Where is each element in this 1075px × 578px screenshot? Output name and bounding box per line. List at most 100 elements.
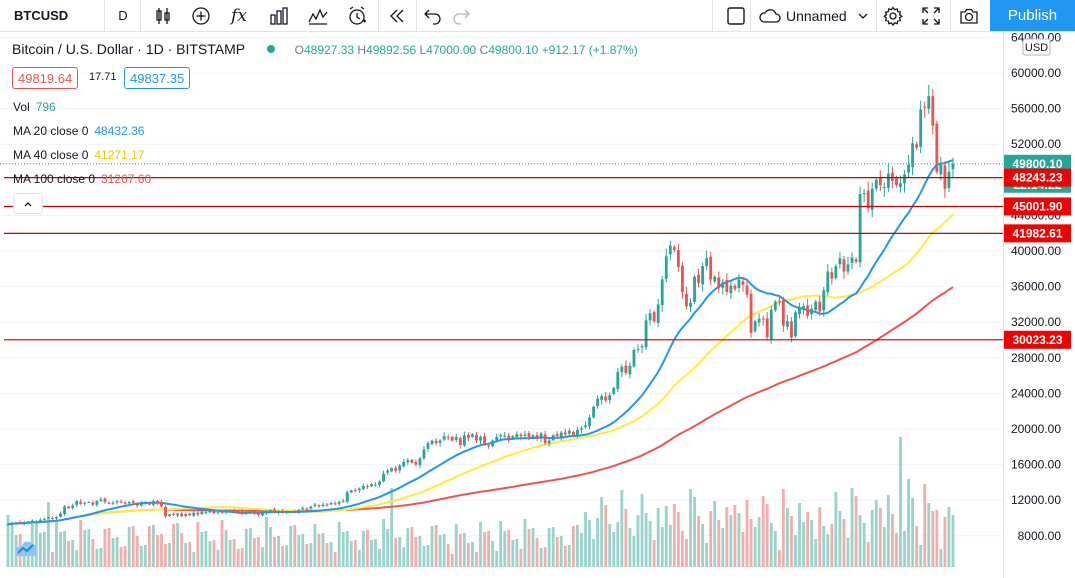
volume-legend[interactable]: Vol 796 (13, 100, 56, 114)
undo-button[interactable] (416, 0, 450, 31)
candle-body (277, 510, 280, 513)
currency-label: USD (1025, 42, 1048, 54)
volume-bar (850, 488, 854, 567)
candle-body (640, 346, 644, 348)
candle-body (244, 512, 248, 514)
candle-body (269, 509, 272, 512)
candle-body (555, 434, 559, 437)
volume-bar (814, 539, 818, 567)
candle-body (131, 501, 135, 503)
alert-button[interactable] (340, 0, 374, 31)
toolbar-divider (104, 0, 105, 31)
volume-bar (402, 547, 406, 567)
candle-body (281, 510, 285, 513)
volume-bar (511, 540, 515, 567)
compare-button[interactable] (262, 0, 296, 31)
candle-body (939, 164, 943, 175)
candle-body (499, 435, 503, 437)
volume-bar (798, 503, 801, 567)
sell-price-button[interactable]: 49819.64 (12, 67, 79, 89)
volume-bar (519, 549, 523, 567)
collapse-legend-button[interactable] (13, 193, 43, 214)
interval-button[interactable]: D (118, 8, 128, 23)
candle-body (487, 445, 490, 447)
candle-body (559, 432, 563, 437)
candle-body (846, 264, 850, 272)
volume-bar (689, 489, 692, 567)
volume-bar (63, 531, 66, 567)
chart-type-button[interactable] (146, 0, 180, 31)
candle-body (382, 473, 385, 482)
volume-bar (826, 534, 830, 567)
currency-box[interactable] (1022, 38, 1051, 56)
volume-bar (919, 545, 923, 567)
tradingview-logo-icon[interactable] (12, 537, 40, 559)
volume-bar (430, 526, 434, 567)
layout-button[interactable] (724, 0, 748, 31)
fx-button[interactable]: fx (222, 0, 256, 31)
candle-body (612, 388, 616, 394)
volume-bar (620, 490, 624, 567)
candle-body (899, 183, 902, 187)
price-tick-label: 32000.00 (1011, 315, 1061, 329)
candle-body (212, 510, 216, 514)
redo-button[interactable] (444, 0, 478, 31)
ma100-legend[interactable]: MA 100 close 0 31267.60 (13, 172, 152, 186)
candle-body (75, 501, 79, 505)
volume-bar (903, 531, 906, 567)
candle-body (192, 512, 196, 516)
volume-bar (67, 541, 71, 567)
candle-body (571, 431, 575, 436)
candle-body (596, 398, 600, 406)
volume-bar (802, 522, 805, 567)
ma40-legend[interactable]: MA 40 close 0 41271.17 (13, 148, 145, 162)
ma20-legend[interactable]: MA 20 close 0 48432.36 (13, 124, 145, 138)
fullscreen-button[interactable] (914, 0, 948, 31)
candle-body (252, 511, 256, 514)
volume-bar (640, 494, 644, 567)
volume-bar (406, 528, 410, 567)
replay-button[interactable] (380, 0, 414, 31)
candle-body (882, 186, 886, 188)
candle-body (168, 514, 171, 517)
candle-body (551, 435, 555, 441)
candle-body (636, 348, 640, 350)
candle-body (834, 266, 838, 278)
candle-body (890, 172, 894, 181)
candle-body (681, 265, 684, 292)
candle-body (6, 524, 10, 526)
volume-bar (725, 507, 729, 567)
publish-button[interactable]: Publish (990, 0, 1075, 31)
settings-button[interactable] (876, 0, 910, 31)
candle-body (329, 502, 333, 505)
volume-bar (55, 522, 58, 567)
snapshot-button[interactable] (952, 0, 986, 31)
volume-bar (588, 520, 591, 567)
candle-body (115, 501, 119, 503)
buy-price-button[interactable]: 49837.35 (124, 67, 191, 89)
volume-bar (103, 529, 107, 567)
candle-body (240, 511, 244, 514)
price-tick-label: 28000.00 (1011, 351, 1061, 365)
candle-body (911, 143, 915, 168)
candle-body (386, 470, 390, 473)
candle-body (103, 498, 107, 502)
volume-bar (652, 540, 656, 567)
volume-bar (656, 508, 660, 567)
indicators-button[interactable] (184, 0, 218, 31)
candle-body (794, 312, 797, 337)
volume-bar (434, 525, 438, 567)
price-chart[interactable]: 64000.0060000.0056000.0052000.0048000.00… (0, 32, 1075, 578)
symbol-search-button[interactable]: BTCUSD (14, 8, 69, 23)
layout-square-icon (727, 6, 745, 25)
candle-body (325, 504, 329, 506)
volume-bar (608, 524, 612, 567)
chart-pane[interactable]: 64000.0060000.0056000.0052000.0048000.00… (0, 32, 1075, 578)
candle-body (422, 449, 426, 459)
volume-bar (830, 524, 834, 567)
candle-body (628, 365, 632, 375)
templates-button[interactable] (301, 0, 335, 31)
layout-name-dropdown[interactable]: Unnamed (758, 0, 878, 31)
volume-bar (487, 531, 490, 567)
volume-bar (277, 536, 280, 567)
